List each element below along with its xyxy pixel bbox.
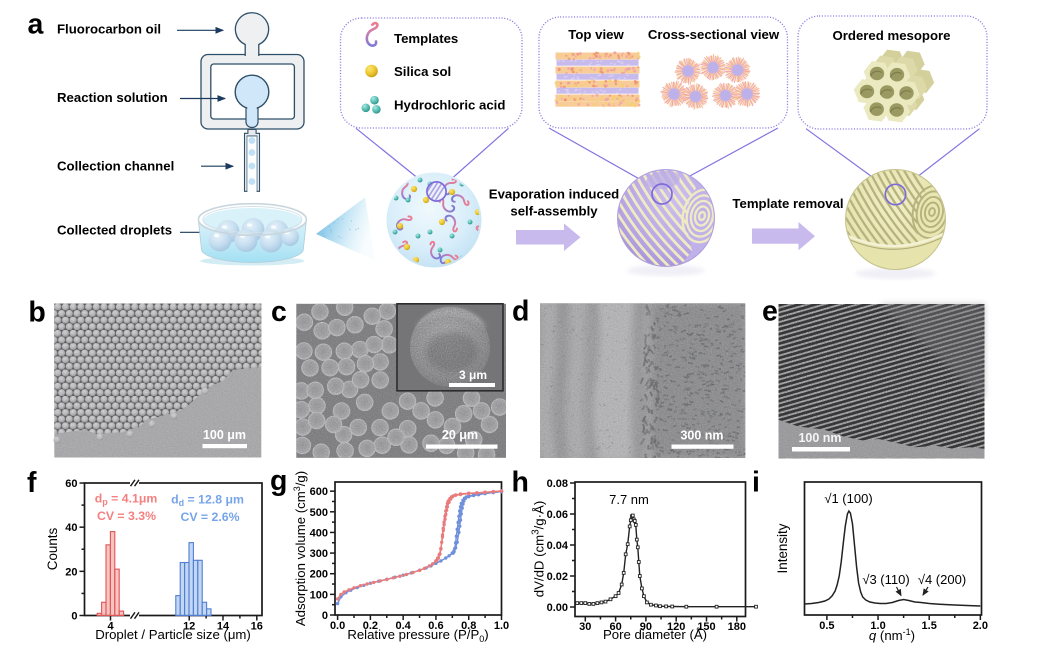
svg-text:self-assembly: self-assembly [510, 204, 598, 219]
svg-text:√4 (200): √4 (200) [918, 572, 966, 587]
svg-text:b: b [28, 296, 45, 328]
svg-text:0.5: 0.5 [819, 620, 834, 632]
svg-text:Collected droplets: Collected droplets [57, 223, 172, 238]
svg-text:0: 0 [322, 610, 328, 622]
svg-text:3 μm: 3 μm [459, 368, 487, 382]
svg-text:90: 90 [640, 621, 652, 633]
svg-text:40: 40 [65, 522, 77, 534]
svg-text:0.04: 0.04 [547, 540, 569, 552]
svg-text:Templates: Templates [394, 31, 458, 46]
svg-text:√3 (110): √3 (110) [862, 572, 909, 587]
svg-text:100 nm: 100 nm [798, 431, 841, 445]
svg-text:g: g [270, 465, 287, 497]
svg-text:300: 300 [310, 548, 328, 560]
svg-text:0.8: 0.8 [461, 620, 476, 632]
svg-text:Reaction solution: Reaction solution [57, 90, 168, 105]
svg-text:300 nm: 300 nm [680, 429, 723, 443]
svg-text:1.5: 1.5 [922, 620, 937, 632]
svg-text:30: 30 [579, 621, 591, 633]
svg-text:100: 100 [310, 589, 328, 601]
svg-text:7.7 nm: 7.7 nm [609, 492, 649, 507]
svg-text:f: f [27, 467, 37, 499]
svg-text:Ordered mesopore: Ordered mesopore [833, 28, 951, 43]
svg-text:1.0: 1.0 [494, 620, 509, 632]
svg-text:√1 (100): √1 (100) [824, 491, 872, 506]
svg-text:dp = 4.1μm: dp = 4.1μm [95, 492, 158, 508]
svg-text:Top view: Top view [568, 27, 624, 42]
svg-text:14: 14 [217, 621, 230, 633]
svg-text:Intensity: Intensity [775, 523, 790, 573]
svg-text:Droplet / Particle size (μm): Droplet / Particle size (μm) [95, 627, 251, 642]
svg-text:0: 0 [71, 611, 77, 623]
svg-text:4: 4 [107, 621, 114, 633]
svg-text:e: e [762, 296, 778, 328]
svg-text:600: 600 [310, 486, 328, 498]
svg-text:0.2: 0.2 [363, 620, 378, 632]
svg-text:CV = 2.6%: CV = 2.6% [180, 510, 239, 524]
svg-text:Hydrochloric acid: Hydrochloric acid [394, 98, 505, 113]
svg-text:2.0: 2.0 [973, 620, 988, 632]
svg-text:20 μm: 20 μm [442, 428, 478, 442]
svg-text:60: 60 [609, 621, 621, 633]
svg-text:Collection channel: Collection channel [57, 159, 174, 174]
svg-text:120: 120 [667, 621, 685, 633]
svg-text:i: i [752, 466, 760, 498]
svg-text:Adsorption volume (cm3/g): Adsorption volume (cm3/g) [292, 471, 308, 626]
svg-text:Template removal: Template removal [732, 196, 843, 211]
svg-text:Pore diameter (Å): Pore diameter (Å) [603, 627, 707, 642]
svg-text:0.06: 0.06 [547, 509, 568, 521]
svg-text:20: 20 [65, 566, 77, 578]
svg-text:1.0: 1.0 [870, 620, 885, 632]
svg-text:dV/dD (cm3/g·Å): dV/dD (cm3/g·Å) [531, 501, 547, 597]
svg-text:0.6: 0.6 [428, 620, 443, 632]
svg-text:d: d [512, 296, 529, 328]
svg-text:0.0: 0.0 [330, 620, 345, 632]
svg-text:h: h [512, 466, 529, 498]
svg-text:c: c [271, 296, 287, 328]
svg-text:500: 500 [310, 507, 328, 519]
svg-text:0.02: 0.02 [547, 571, 568, 583]
svg-text:CV = 3.3%: CV = 3.3% [97, 509, 156, 523]
svg-text:0.00: 0.00 [547, 602, 568, 614]
svg-text:16: 16 [251, 621, 263, 633]
svg-text:Counts: Counts [45, 527, 60, 570]
svg-text:200: 200 [310, 569, 328, 581]
svg-text:dd = 12.8 μm: dd = 12.8 μm [171, 493, 244, 509]
svg-text:150: 150 [697, 621, 715, 633]
svg-text:Evaporation induced: Evaporation induced [489, 187, 619, 202]
svg-text:Silica sol: Silica sol [394, 64, 451, 79]
svg-text:400: 400 [310, 527, 328, 539]
svg-text:0.08: 0.08 [547, 478, 568, 490]
svg-text:0.4: 0.4 [396, 620, 412, 632]
svg-text:Relative pressure (P/P0): Relative pressure (P/P0) [347, 627, 488, 644]
svg-text:100 μm: 100 μm [203, 428, 246, 442]
svg-text:Fluorocarbon oil: Fluorocarbon oil [57, 22, 161, 37]
svg-text:180: 180 [728, 621, 746, 633]
svg-text:a: a [28, 9, 45, 41]
svg-text:60: 60 [65, 478, 77, 490]
svg-text:12: 12 [183, 621, 195, 633]
svg-text:Cross-sectional view: Cross-sectional view [648, 27, 780, 42]
